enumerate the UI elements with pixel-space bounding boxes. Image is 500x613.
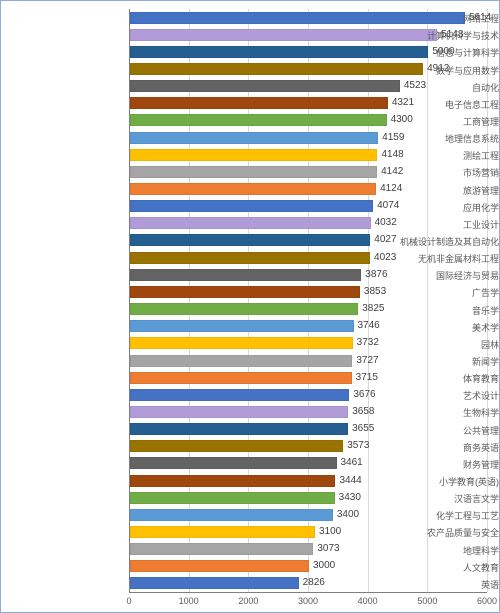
- bar-value: 3676: [353, 389, 375, 400]
- y-category-label: 美术学: [375, 321, 499, 334]
- bar: [130, 389, 349, 401]
- y-category-label: 园林: [375, 338, 499, 351]
- x-tick-label: 3000: [298, 596, 318, 606]
- bar: [130, 475, 335, 487]
- bar: [130, 423, 348, 435]
- y-category-label: 电子信息工程: [375, 98, 499, 111]
- bar: [130, 543, 313, 555]
- y-category-label: 化学工程与工艺: [375, 509, 499, 522]
- bar: [130, 337, 353, 349]
- bar-value: 3400: [337, 509, 359, 520]
- x-tick-label: 4000: [358, 596, 378, 606]
- bar: [130, 577, 299, 589]
- bar: [130, 320, 354, 332]
- y-category-label: 工商管理: [375, 115, 499, 128]
- bar-value: 3444: [339, 475, 361, 486]
- bar-value: 3461: [341, 457, 363, 468]
- bar: [130, 217, 371, 229]
- y-category-label: 工业设计: [375, 218, 499, 231]
- bar: [130, 252, 370, 264]
- y-category-label: 网络工程: [375, 12, 499, 25]
- y-category-label: 数学与应用数学: [375, 64, 499, 77]
- bar-value: 3658: [352, 406, 374, 417]
- bar: [130, 457, 337, 469]
- bar: [130, 149, 377, 161]
- y-category-label: 信息与计算科学: [375, 46, 499, 59]
- y-category-label: 国际经济与贸易: [375, 269, 499, 282]
- y-category-label: 小学教育(英语): [375, 475, 499, 488]
- bar: [130, 80, 400, 92]
- bar: [130, 183, 376, 195]
- x-tick-label: 5000: [417, 596, 437, 606]
- y-category-label: 市场营销: [375, 166, 499, 179]
- bar-value: 3100: [319, 526, 341, 537]
- bar-value: 3573: [347, 440, 369, 451]
- x-tick-label: 0: [126, 596, 131, 606]
- y-category-label: 艺术设计: [375, 389, 499, 402]
- y-category-label: 机械设计制造及其自动化: [375, 235, 499, 248]
- bar: [130, 509, 333, 521]
- bar: [130, 286, 360, 298]
- bar: [130, 560, 309, 572]
- y-category-label: 财务管理: [375, 458, 499, 471]
- bar: [130, 406, 348, 418]
- bar-value: 3655: [352, 423, 374, 434]
- y-category-label: 人文教育: [375, 561, 499, 574]
- bar: [130, 269, 361, 281]
- y-category-label: 旅游管理: [375, 184, 499, 197]
- y-category-label: 计算机科学与技术: [375, 29, 499, 42]
- bar: [130, 234, 370, 246]
- bar: [130, 355, 352, 367]
- y-category-label: 应用化学: [375, 201, 499, 214]
- y-category-label: 地理信息系统: [375, 132, 499, 145]
- y-category-label: 地理科学: [375, 544, 499, 557]
- y-category-label: 新闻学: [375, 355, 499, 368]
- bar: [130, 440, 343, 452]
- bar-value: 2826: [303, 577, 325, 588]
- x-tick-label: 2000: [238, 596, 258, 606]
- bar: [130, 526, 315, 538]
- bar: [130, 132, 378, 144]
- bar: [130, 372, 352, 384]
- y-category-label: 公共管理: [375, 424, 499, 437]
- bar: [130, 200, 373, 212]
- bar: [130, 166, 377, 178]
- y-category-label: 广告学: [375, 286, 499, 299]
- bar-value: 3000: [313, 560, 335, 571]
- y-category-label: 农产品质量与安全: [375, 526, 499, 539]
- bar-value: 3430: [339, 492, 361, 503]
- chart-container: 5614514850004912452343214300415941484142…: [0, 0, 500, 613]
- x-tick-label: 1000: [179, 596, 199, 606]
- y-category-label: 汉语言文学: [375, 492, 499, 505]
- x-axis: [129, 592, 487, 593]
- bar-value: 3073: [317, 543, 339, 554]
- y-category-label: 商务英语: [375, 441, 499, 454]
- y-category-label: 自动化: [375, 81, 499, 94]
- bar: [130, 492, 335, 504]
- y-category-label: 体育教育: [375, 372, 499, 385]
- x-tick-label: 6000: [477, 596, 497, 606]
- y-category-label: 测绘工程: [375, 149, 499, 162]
- bar: [130, 114, 387, 126]
- y-category-label: 英语: [375, 578, 499, 591]
- y-category-label: 生物科学: [375, 406, 499, 419]
- bar: [130, 97, 388, 109]
- bar: [130, 303, 358, 315]
- y-category-label: 音乐学: [375, 304, 499, 317]
- y-category-label: 无机非金属材料工程: [375, 252, 499, 265]
